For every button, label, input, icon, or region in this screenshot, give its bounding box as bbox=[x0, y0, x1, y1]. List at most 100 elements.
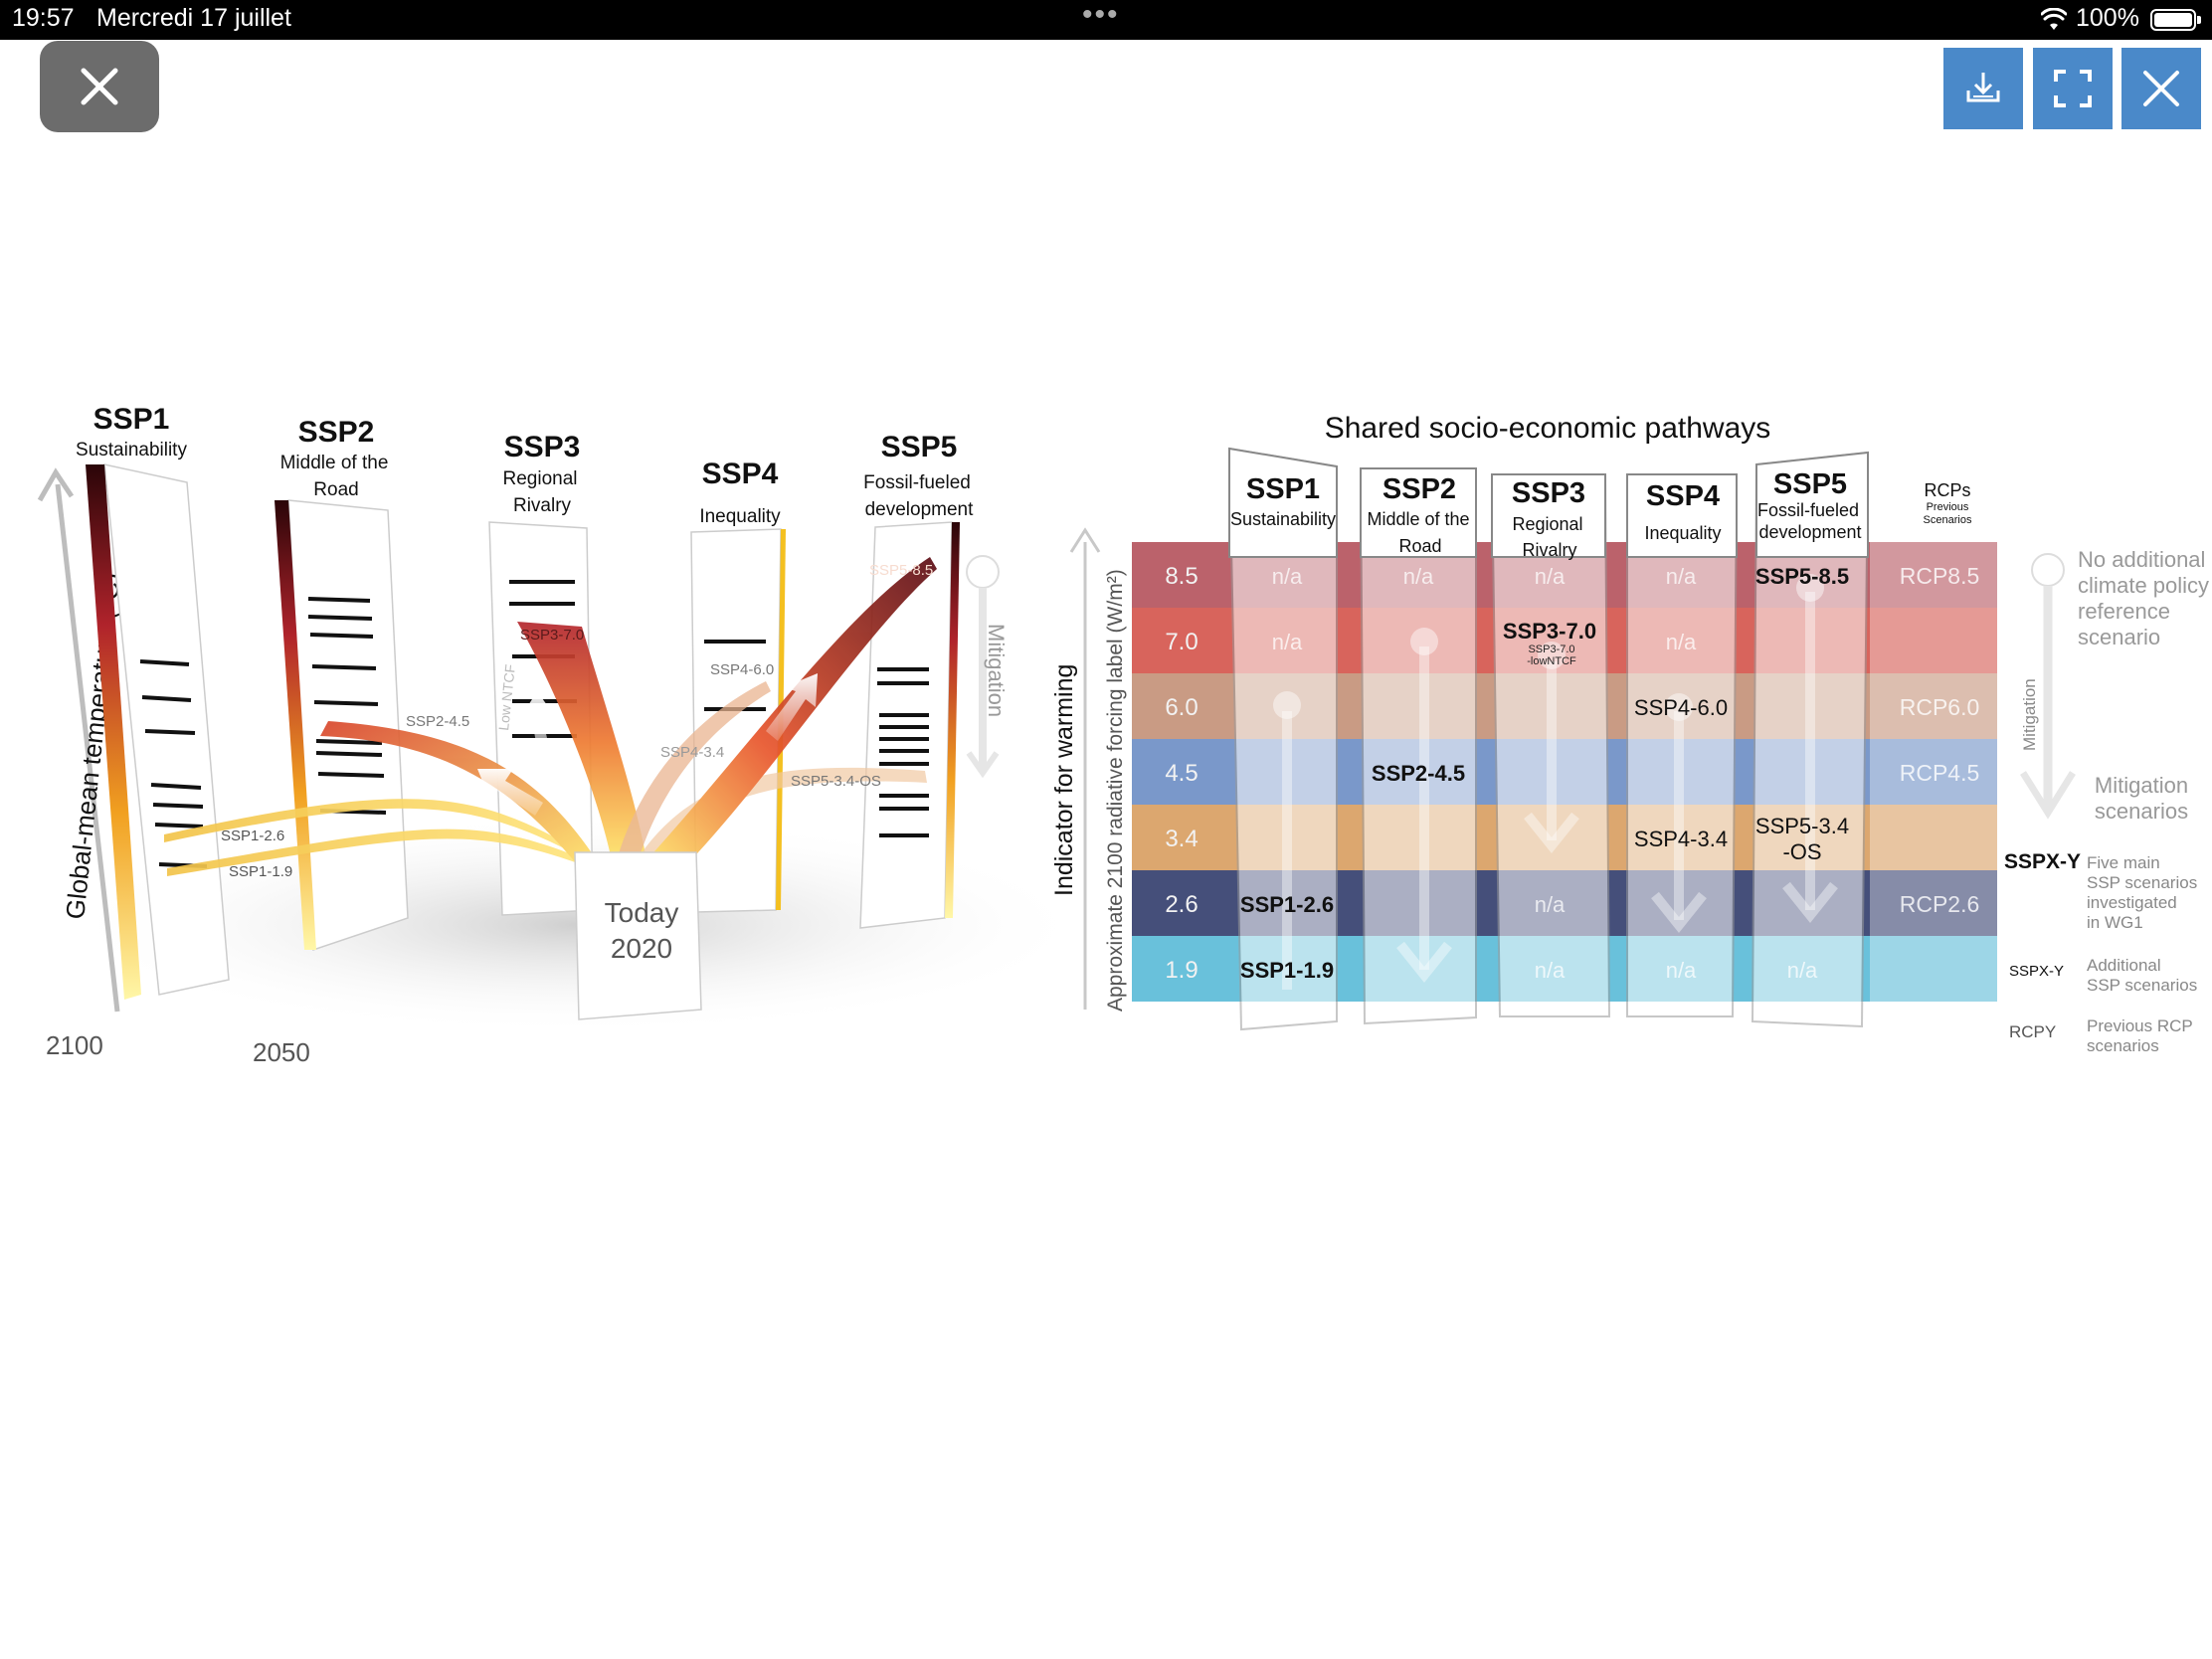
legend-key3-desc-1: Previous RCP bbox=[2087, 1016, 2193, 1035]
rcp-label: RCP4.5 bbox=[1900, 760, 1980, 786]
ssp1-panel bbox=[103, 463, 230, 996]
fullscreen-button[interactable] bbox=[2033, 48, 2113, 129]
ssp4-subtitle-1: Inequality bbox=[699, 506, 781, 527]
col-ssp4-sub1: Inequality bbox=[1644, 523, 1721, 543]
label-ssp1-19: SSP1-1.9 bbox=[229, 863, 292, 880]
battery-percent: 100% bbox=[2076, 4, 2139, 32]
ssp5-title: SSP5 bbox=[881, 431, 958, 463]
cell-na: n/a bbox=[1787, 958, 1818, 983]
ssp1-thermometer bbox=[86, 464, 141, 1000]
rcp-label: RCP8.5 bbox=[1900, 563, 1980, 589]
ssp2-thermometer bbox=[275, 500, 316, 950]
today-box bbox=[574, 851, 702, 1020]
forcing-level-label: 4.5 bbox=[1165, 760, 1198, 787]
ribbon-arrows bbox=[477, 673, 818, 816]
close-button[interactable] bbox=[2121, 48, 2201, 129]
rcp-label: RCP6.0 bbox=[1900, 694, 1980, 720]
col-ssp1-title: SSP1 bbox=[1246, 473, 1320, 505]
ssp2-subtitle-1: Middle of the bbox=[280, 453, 389, 473]
forcing-level-label: 8.5 bbox=[1165, 563, 1198, 590]
scenario-cells: 8.5 n/a n/a n/a n/a SSP5-8.5 RCP8.5 7.0 n/a SSP3-… bbox=[1165, 563, 1979, 984]
forcing-level-label: 2.6 bbox=[1165, 891, 1198, 918]
legend-no-additional-4: scenario bbox=[2078, 625, 2160, 649]
right-panel: Shared socio-economic pathways Indicator… bbox=[1050, 412, 2209, 1055]
legend-no-additional-2: climate policy bbox=[2078, 573, 2209, 598]
cell-na: n/a bbox=[1666, 564, 1697, 589]
right-y-axis-arrow-icon bbox=[1069, 527, 1101, 553]
cell-scenario: SSP4-3.4 bbox=[1634, 827, 1728, 851]
column-arrows bbox=[1282, 592, 1838, 990]
col-ssp3-header bbox=[1491, 473, 1606, 558]
cell-na: n/a bbox=[1535, 564, 1566, 589]
mitigation-arrow-head-icon bbox=[966, 751, 1000, 779]
legend-key2: SSPX-Y bbox=[2009, 963, 2064, 980]
ssp-column-headers bbox=[1228, 447, 1869, 558]
low-ntcf-label: Low NTCF bbox=[495, 663, 518, 731]
legend-key3-desc-2: scenarios bbox=[2087, 1036, 2159, 1055]
legend-mitigation-vertical: Mitigation bbox=[2020, 678, 2039, 751]
cell-scenario: SSP2-4.5 bbox=[1372, 761, 1465, 786]
cell-na: n/a bbox=[1272, 564, 1303, 589]
battery-fill bbox=[2154, 13, 2192, 27]
label-ssp5-34-os: SSP5-3.4-OS bbox=[791, 773, 881, 790]
download-icon bbox=[1966, 73, 2000, 102]
figure-svg: Global-mean temperature (°C) bbox=[37, 403, 2209, 1067]
close-viewer-button[interactable] bbox=[40, 41, 159, 132]
label-ssp4-34: SSP4-3.4 bbox=[660, 744, 724, 761]
col-ssp3-title: SSP3 bbox=[1512, 477, 1585, 509]
ribbon-ssp1-19 bbox=[167, 829, 597, 876]
forcing-level-label: 7.0 bbox=[1165, 629, 1198, 655]
ssp-figure: Global-mean temperature (°C) bbox=[0, 393, 2212, 1079]
year-2050: 2050 bbox=[253, 1037, 310, 1067]
col-ssp5-title: SSP5 bbox=[1773, 468, 1847, 500]
ribbon-ssp4-60 bbox=[617, 681, 771, 865]
cell-scenario: SSP5-8.5 bbox=[1755, 564, 1849, 589]
ribbon-ssp2-45 bbox=[320, 721, 597, 870]
y-axis-line bbox=[55, 483, 120, 1013]
more-dots-icon[interactable]: ••• bbox=[1082, 0, 1120, 31]
forcing-level-label: 3.4 bbox=[1165, 826, 1198, 852]
col-ssp1-header bbox=[1228, 447, 1338, 558]
col-ssp5-sub2: development bbox=[1758, 522, 1861, 542]
ssp1-subtitle-1: Sustainability bbox=[76, 440, 187, 461]
cell-na: n/a bbox=[1535, 892, 1566, 917]
cell-scenario: SSP4-6.0 bbox=[1634, 695, 1728, 720]
battery-icon bbox=[2150, 9, 2201, 31]
up-right-arrow-icon bbox=[766, 673, 818, 741]
legend-arrow-head-icon bbox=[2020, 771, 2076, 820]
cell-scenario: SSP3-7.0 bbox=[1503, 619, 1596, 644]
status-bar: 19:57 Mercredi 17 juillet ••• 100% bbox=[0, 0, 2212, 40]
today-year: 2020 bbox=[611, 933, 672, 964]
forcing-level-label: 1.9 bbox=[1165, 957, 1198, 984]
ssp5-subtitle-1: Fossil-fueled bbox=[863, 472, 971, 493]
right-legend: Mitigation No additional climate policy … bbox=[2004, 547, 2209, 1055]
legend-mitigation-scenarios-2: scenarios bbox=[2095, 799, 2188, 824]
mitigation-knob-icon bbox=[966, 555, 1000, 589]
cell-na: n/a bbox=[1272, 630, 1303, 654]
mitigation-label: Mitigation bbox=[984, 624, 1009, 717]
ssp3-subtitle-1: Regional bbox=[503, 468, 578, 489]
ssp2-title: SSP2 bbox=[298, 416, 375, 449]
ssp3-subtitle-2: Rivalry bbox=[513, 495, 572, 516]
status-time: 19:57 bbox=[12, 4, 75, 32]
label-ssp5-85: SSP5-8.5 bbox=[869, 562, 933, 579]
y-axis-arrow-icon bbox=[37, 467, 75, 502]
download-button[interactable] bbox=[1943, 48, 2023, 129]
col-ssp4-title: SSP4 bbox=[1646, 480, 1720, 512]
col-ssp2-sub2: Road bbox=[1398, 536, 1441, 556]
col-ssp5-sub1: Fossil-fueled bbox=[1757, 500, 1859, 520]
cell-na: n/a bbox=[1403, 564, 1434, 589]
ribbon-ssp3-70 bbox=[517, 622, 646, 860]
legend-key2-desc-1: Additional bbox=[2087, 956, 2161, 975]
col-ssp2-header bbox=[1360, 467, 1477, 558]
col-ssp2-sub1: Middle of the bbox=[1367, 509, 1469, 529]
label-ssp1-26: SSP1-2.6 bbox=[221, 828, 284, 844]
legend-key2-desc-2: SSP scenarios bbox=[2087, 976, 2197, 995]
cell-scenario: SSP5-3.4 -OS bbox=[1755, 814, 1849, 864]
y-label-forcing: Approximate 2100 radiative forcing label… bbox=[1104, 569, 1127, 1012]
fullscreen-icon bbox=[2054, 70, 2092, 107]
rcp-header: RCPs bbox=[1924, 480, 1970, 500]
ssp5-ticks bbox=[877, 667, 929, 837]
wifi-icon bbox=[2041, 8, 2067, 30]
col-ssp1-sub1: Sustainability bbox=[1230, 509, 1336, 529]
